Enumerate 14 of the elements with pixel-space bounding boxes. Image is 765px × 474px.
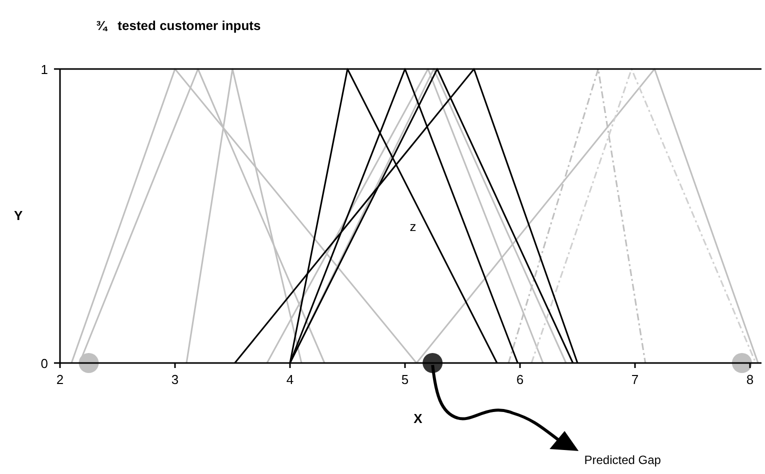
y-axis-title: Y [14,208,23,223]
x-tick-label: 5 [401,372,409,387]
y-tick-label: 1 [40,62,48,77]
x-tick-label: 8 [746,372,754,387]
x-tick-label: 4 [286,372,294,387]
y-tick-label: 0 [40,356,48,371]
text: Predicted Gap [584,453,662,467]
x-tick-label: 2 [56,372,64,387]
chart-title: ¾ tested customer inputs [96,18,261,33]
x-axis-title: X [414,411,423,426]
annotation: z [410,219,416,234]
x-tick-label: 6 [516,372,524,387]
x-tick-label: 7 [631,372,639,387]
x-tick-label: 3 [171,372,179,387]
